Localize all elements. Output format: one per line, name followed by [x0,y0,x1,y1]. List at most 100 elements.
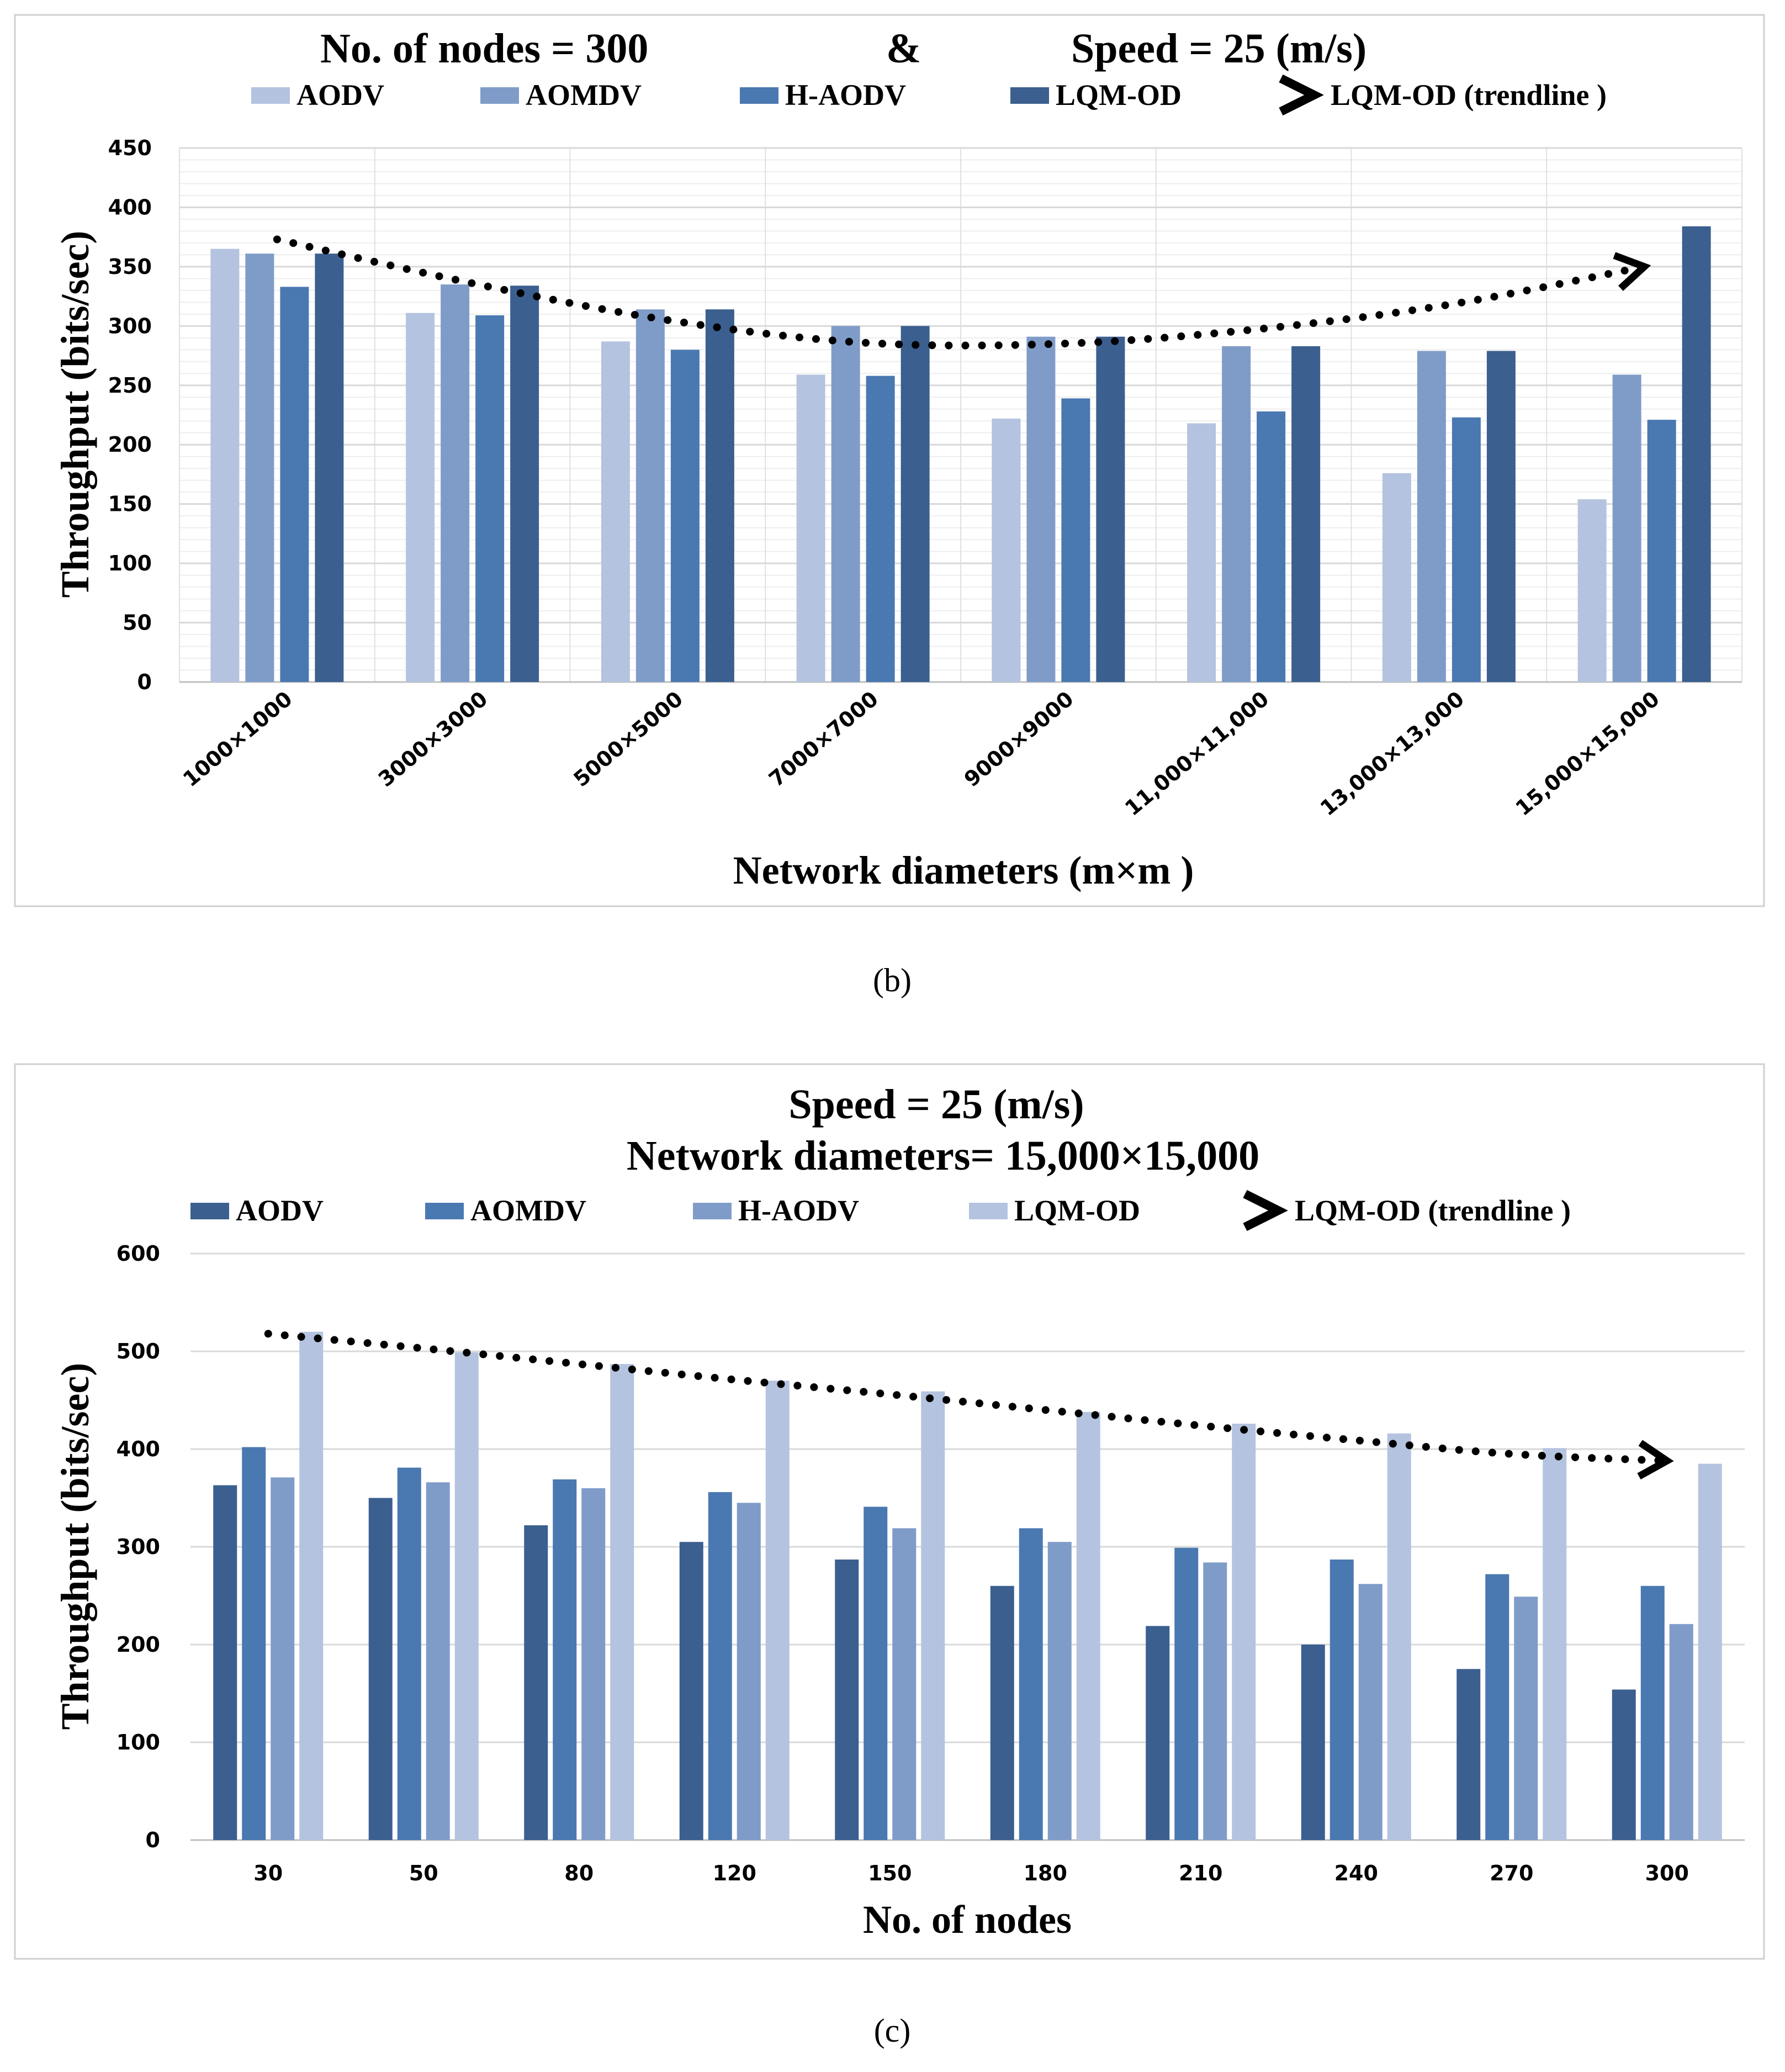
bar-lqm-od-5 [921,1391,945,1840]
legend-label: LQM-OD [1056,78,1182,112]
bar-h-aodv-4 [866,376,895,682]
bar-h-aodv-5 [892,1528,917,1840]
bar-aodv-1 [213,1485,237,1840]
bar-lqm-od-4 [765,1381,790,1840]
legend-label: AOMDV [470,1194,586,1227]
bar-aomdv-9 [1485,1574,1509,1840]
legend-trendline-arrow-icon [1279,74,1324,116]
chart-c-bars [213,1331,1722,1840]
y-tick-label: 200 [108,432,152,457]
bar-lqm-od-10 [1698,1463,1722,1840]
y-tick-label: 100 [116,1730,160,1754]
bar-lqm-od-7 [1232,1423,1256,1840]
bar-lqm-od-7 [1486,351,1516,682]
bar-aomdv-10 [1640,1585,1665,1840]
y-tick-label: 450 [108,136,152,160]
bar-h-aodv-6 [1257,411,1286,682]
bar-aomdv-5 [864,1507,888,1840]
trendline-arrowhead [1637,1440,1674,1480]
legend-swatch-h-aodv [693,1203,732,1219]
y-tick-label: 100 [108,551,152,575]
bar-aodv-4 [796,374,825,682]
bar-aodv-1 [210,249,240,683]
bar-lqm-od-9 [1543,1448,1567,1840]
chart-b: No. of nodes = 300 & Speed = 25 (m/s) AO… [14,14,1765,907]
chart-b-y-axis-title: Throughput (bits/sec) [53,231,97,598]
y-tick-label: 150 [108,492,152,516]
bar-aomdv-3 [553,1479,577,1840]
bar-lqm-od-6 [1291,346,1321,682]
legend-swatch-aomdv [480,87,519,104]
legend-swatch-h-aodv [740,87,778,104]
bar-aodv-10 [1612,1689,1636,1840]
bar-lqm-od-5 [1096,336,1125,682]
bar-aodv-2 [406,313,435,682]
bar-aomdv-3 [635,309,665,682]
chart-b-bars [210,226,1711,683]
bar-lqm-od-6 [1076,1412,1100,1840]
x-tick-label: 150 [868,1861,912,1885]
x-tick-label: 300 [1645,1861,1689,1885]
bar-h-aodv-1 [280,287,309,682]
chart-c-x-ticks: 30 50 80 120 150 180 210 240 270 300 [253,1861,1689,1885]
y-tick-label: 400 [108,195,152,219]
y-tick-label: 250 [108,373,152,398]
legend-swatch-aodv [251,87,290,104]
trendline-path [264,1330,1671,1465]
legend-trendline-arrow-icon [1243,1190,1288,1231]
bar-aodv-3 [601,341,630,682]
chart-c-y-axis-title: Throughput (bits/sec) [53,1363,97,1730]
bar-aomdv-1 [245,253,274,682]
chart-b-x-axis-title: Network diameters (m×m ) [733,848,1194,892]
legend-label: AODV [236,1194,324,1227]
bar-lqm-od-1 [315,253,344,682]
bar-aodv-6 [1187,423,1216,682]
bar-aomdv-1 [242,1447,266,1840]
x-tick-label: 30 [253,1861,283,1885]
chart-b-title-speed: Speed = 25 (m/s) [1071,25,1366,72]
x-tick-label: 240 [1334,1861,1378,1885]
trendline-path [273,235,1649,350]
chart-c-y-ticks: 0 100 200 300 400 500 600 [116,1241,160,1852]
legend-swatch-lqm-od [969,1203,1008,1219]
bar-aodv-5 [835,1560,859,1840]
chart-b-legend: AODV AOMDV H-AODV LQM-OD LQM-OD (trendline ) [251,74,1607,116]
bar-aomdv-6 [1019,1528,1043,1840]
bar-h-aodv-8 [1358,1584,1383,1840]
chart-b-title-ampersand: & [886,25,921,72]
bar-aomdv-7 [1417,351,1446,682]
bar-h-aodv-10 [1669,1624,1693,1840]
bar-h-aodv-3 [581,1488,606,1840]
bar-h-aodv-7 [1452,417,1481,682]
y-tick-label: 500 [116,1339,160,1363]
bar-aodv-2 [368,1498,393,1840]
chart-c-x-axis-title: No. of nodes [863,1897,1072,1942]
y-tick-label: 400 [116,1437,160,1461]
y-tick-label: 300 [116,1535,160,1559]
chart-c-title-line2: Network diameters= 15,000×15,000 [627,1133,1259,1179]
chart-c-trendline [264,1330,1674,1480]
caption-c: (c) [874,2012,911,2049]
bar-aomdv-2 [397,1467,421,1840]
y-tick-label: 600 [116,1241,160,1266]
bar-lqm-od-4 [901,326,930,682]
bar-aomdv-7 [1174,1547,1199,1840]
bar-aodv-6 [990,1585,1014,1840]
y-tick-label: 300 [108,314,152,338]
chart-b-y-ticks: 0 50 100 150 200 250 300 350 400 450 [108,136,152,694]
bar-aomdv-5 [1026,336,1056,682]
bar-aodv-7 [1146,1626,1170,1840]
legend-label: AODV [296,78,384,112]
y-tick-label: 0 [137,670,152,694]
bar-aomdv-4 [708,1492,732,1840]
bar-aodv-5 [992,418,1021,682]
x-tick-label: 270 [1490,1861,1533,1885]
bar-aomdv-4 [831,326,860,682]
x-tick-label: 80 [564,1861,594,1885]
bar-lqm-od-3 [610,1364,634,1840]
legend-label: H-AODV [785,78,906,112]
bar-aomdv-2 [441,284,470,682]
trendline-arrowhead [1613,252,1651,291]
x-tick-label: 50 [409,1861,438,1885]
